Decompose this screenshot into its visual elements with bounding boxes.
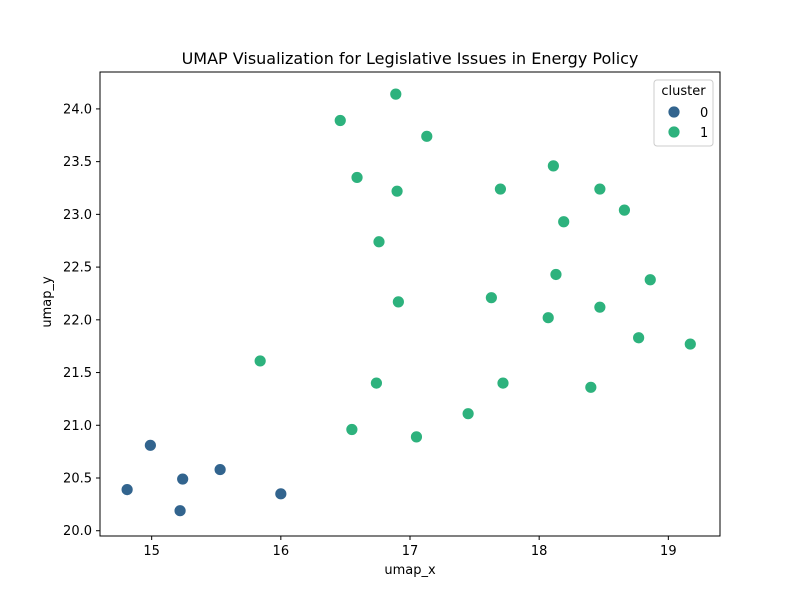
point-cluster-1 [557, 215, 571, 229]
x-axis-ticks: 15 16 17 18 19 [143, 536, 677, 559]
y-tick-label: 20.5 [63, 472, 92, 487]
point-cluster-1 [546, 159, 560, 173]
data-points [120, 87, 697, 518]
legend-title: cluster [661, 84, 706, 99]
legend-marker-1 [667, 125, 681, 139]
point-cluster-0 [143, 438, 157, 452]
point-cluster-1 [350, 171, 364, 184]
legend-marker-0 [667, 105, 681, 119]
y-tick-label: 24.0 [63, 102, 92, 117]
y-tick-label: 23.0 [63, 208, 92, 223]
point-cluster-1 [632, 331, 646, 345]
point-cluster-1 [253, 354, 267, 368]
x-axis-label: umap_x [384, 563, 436, 578]
point-cluster-1 [370, 376, 383, 390]
point-cluster-1 [549, 268, 563, 281]
legend-label-0: 0 [700, 106, 708, 121]
point-cluster-1 [494, 182, 507, 196]
y-tick-label: 21.5 [63, 366, 92, 381]
point-cluster-0 [173, 504, 187, 518]
y-axis-label: umap_y [40, 276, 55, 328]
point-cluster-1 [372, 235, 386, 249]
point-cluster-1 [345, 423, 359, 436]
x-tick-label: 17 [402, 544, 419, 559]
point-cluster-0 [274, 487, 288, 501]
point-cluster-1 [333, 114, 347, 127]
x-tick-label: 15 [143, 544, 160, 559]
point-cluster-1 [390, 184, 404, 198]
x-tick-label: 19 [660, 544, 677, 559]
point-cluster-1 [541, 311, 555, 325]
y-tick-label: 22.0 [63, 313, 92, 328]
point-cluster-1 [496, 376, 510, 390]
point-cluster-1 [484, 291, 498, 305]
y-tick-label: 22.5 [63, 261, 92, 276]
point-cluster-1 [461, 407, 475, 421]
point-cluster-1 [391, 295, 405, 309]
point-cluster-0 [176, 472, 190, 486]
x-tick-label: 16 [273, 544, 290, 559]
x-tick-label: 18 [531, 544, 548, 559]
point-cluster-1 [389, 87, 403, 101]
legend: cluster 0 1 [653, 79, 714, 147]
point-cluster-0 [120, 483, 134, 497]
legend-label-1: 1 [700, 126, 708, 141]
y-tick-label: 20.0 [63, 524, 92, 539]
point-cluster-1 [593, 182, 607, 196]
point-cluster-0 [213, 463, 227, 476]
point-cluster-1 [593, 300, 607, 314]
point-cluster-1 [410, 430, 423, 444]
chart-title: UMAP Visualization for Legislative Issue… [182, 49, 639, 68]
point-cluster-1 [643, 273, 657, 287]
point-cluster-1 [420, 129, 434, 143]
y-axis-ticks: 20.0 20.5 21.0 21.5 22.0 22.5 23.0 23.5 24.0 [63, 102, 100, 539]
point-cluster-1 [618, 203, 631, 217]
point-cluster-1 [683, 337, 697, 351]
y-tick-label: 21.0 [63, 419, 92, 434]
point-cluster-1 [584, 380, 598, 394]
y-tick-label: 23.5 [63, 155, 92, 170]
